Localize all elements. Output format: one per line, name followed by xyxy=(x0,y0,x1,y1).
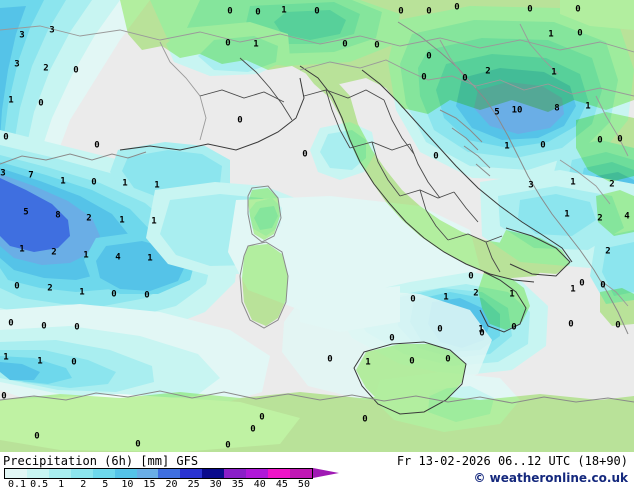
legend-tick-5: 5 xyxy=(102,479,109,490)
legend-tick-25: 25 xyxy=(187,479,200,490)
legend-tick-30: 30 xyxy=(209,479,222,490)
legend-swatch-2 xyxy=(70,469,93,478)
legend-tick-50: 50 xyxy=(297,479,310,490)
legend-overflow-arrow xyxy=(313,468,339,478)
legend-tick-0.1: 0.1 xyxy=(8,479,27,490)
legend-tick-40: 40 xyxy=(253,479,266,490)
legend[interactable]: 0.1 0.5 1 2 5 10 15 20 25 30 35 40 45 50 xyxy=(4,468,339,490)
legend-tick-0.5: 0.5 xyxy=(30,479,49,490)
legend-swatch-10 xyxy=(114,469,137,478)
border-layer xyxy=(0,23,634,307)
legend-swatch-0.5 xyxy=(26,469,49,478)
legend-swatch-35 xyxy=(224,469,247,478)
legend-swatch-25 xyxy=(180,469,203,478)
legend-tick-10: 10 xyxy=(121,479,134,490)
legend-tick-1: 1 xyxy=(58,479,65,490)
legend-color-bar xyxy=(4,468,313,479)
legend-tick-20: 20 xyxy=(165,479,178,490)
map-title: Precipitation (6h) [mm] GFS xyxy=(3,454,199,468)
legend-swatch-1 xyxy=(48,469,71,478)
legend-swatch-0.1 xyxy=(5,469,27,478)
legend-swatch-45 xyxy=(268,469,290,478)
land-regions xyxy=(0,0,634,452)
legend-swatch-50 xyxy=(289,469,312,478)
legend-swatch-30 xyxy=(202,469,225,478)
legend-tick-45: 45 xyxy=(275,479,288,490)
legend-tick-15: 15 xyxy=(143,479,156,490)
map-canvas xyxy=(0,0,634,452)
copyright-notice: © weatheronline.co.uk xyxy=(473,471,628,485)
legend-tick-2: 2 xyxy=(80,479,87,490)
legend-swatch-40 xyxy=(246,469,269,478)
legend-swatch-15 xyxy=(136,469,159,478)
map-footer: Precipitation (6h) [mm] GFS Fr 13-02-202… xyxy=(0,452,634,490)
legend-swatch-5 xyxy=(92,469,115,478)
legend-swatch-20 xyxy=(158,469,181,478)
legend-tick-labels: 0.1 0.5 1 2 5 10 15 20 25 30 35 40 45 50 xyxy=(4,479,334,490)
coastline-layer xyxy=(0,21,634,415)
legend-tick-35: 35 xyxy=(231,479,244,490)
region-border-layer xyxy=(199,57,503,273)
forecast-timestamp: Fr 13-02-2026 06..12 UTC (18+90) xyxy=(396,454,628,468)
